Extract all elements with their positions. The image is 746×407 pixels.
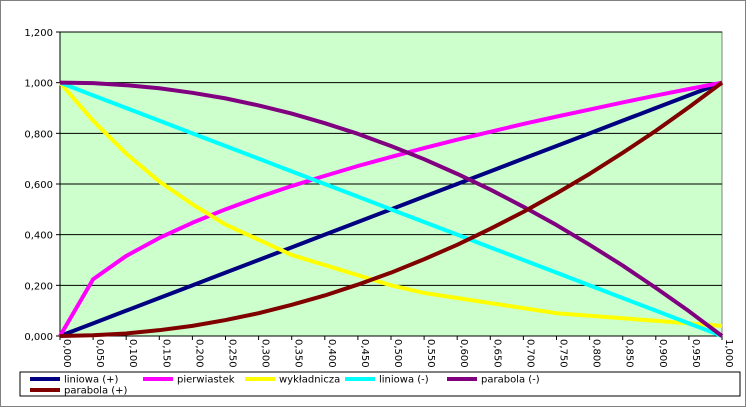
x-tick-label: 1,000 — [723, 339, 734, 368]
legend-label: liniowa (+) — [64, 375, 119, 386]
y-tick-label: 0,000 — [24, 332, 53, 343]
x-tick-label: 0,150 — [160, 339, 171, 368]
x-tick-label: 0,350 — [293, 339, 304, 368]
series-line — [59, 80, 724, 338]
x-tick-label: 0,000 — [61, 339, 72, 368]
x-tick-label: 0,300 — [260, 339, 271, 368]
y-tick-label: 0,800 — [24, 129, 53, 140]
series-line — [58, 81, 723, 328]
x-tick-label: 0,500 — [392, 339, 403, 368]
x-tick-label: 0,050 — [94, 339, 105, 368]
y-tick-label: 0,600 — [24, 180, 53, 191]
series-line — [58, 80, 723, 338]
y-tick-label: 0,400 — [24, 231, 53, 242]
x-tick-label: 0,700 — [524, 339, 535, 368]
x-tick-label: 0,800 — [591, 339, 602, 368]
y-tick-label: 1,200 — [24, 28, 53, 39]
legend-label: liniowa (-) — [379, 375, 429, 386]
x-tick-label: 0,250 — [227, 339, 238, 368]
series-line — [59, 80, 723, 338]
x-tick-label: 0,100 — [127, 339, 138, 368]
x-tick-label: 0,400 — [326, 339, 337, 368]
legend-label: parabola (+) — [64, 386, 128, 397]
y-tick-label: 0,200 — [24, 281, 53, 292]
legend-label: parabola (-) — [481, 375, 540, 386]
x-tick-label: 0,450 — [359, 339, 370, 368]
x-tick-label: 0,900 — [657, 339, 668, 368]
x-tick-label: 0,750 — [558, 339, 569, 368]
legend-box — [19, 371, 741, 397]
y-tick-label: 1,000 — [24, 79, 53, 90]
x-tick-label: 0,200 — [193, 339, 204, 368]
series-line — [59, 81, 724, 338]
x-tick-label: 0,600 — [458, 339, 469, 368]
legend-label: pierwiastek — [177, 375, 235, 386]
x-tick-label: 0,950 — [690, 339, 701, 368]
legend-label: wykładnicza — [279, 375, 340, 386]
x-tick-label: 0,650 — [491, 339, 502, 368]
x-tick-label: 0,850 — [624, 339, 635, 368]
x-tick-label: 0,550 — [425, 339, 436, 368]
